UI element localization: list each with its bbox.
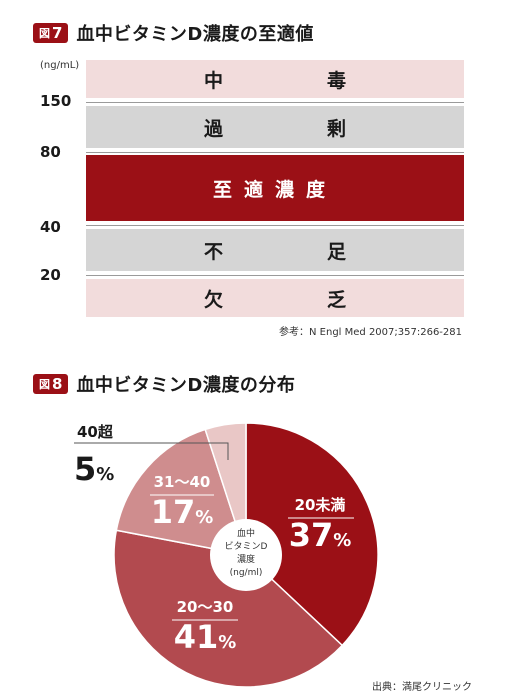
figure7-tick-label: 40 bbox=[40, 218, 61, 236]
pie-center-circle bbox=[210, 519, 282, 591]
pie-value-label: 5% bbox=[74, 450, 114, 488]
pie-center-text: (ng/ml) bbox=[230, 568, 263, 578]
figure7-band-label: 至適濃度 bbox=[212, 178, 337, 201]
figure7-badge: 図 7 bbox=[33, 23, 69, 43]
figure7-unit-label: (ng/mL) bbox=[40, 60, 80, 71]
figure8-badge: 図 8 bbox=[33, 374, 69, 394]
pie-category-label: 20未満 bbox=[295, 496, 346, 514]
figure7-band-3: 至適濃度 bbox=[86, 155, 464, 221]
figure8-badge-prefix: 図 bbox=[39, 378, 50, 391]
figure7-band-label-right: 毒 bbox=[326, 69, 346, 92]
figure7-badge-number: 7 bbox=[52, 24, 63, 42]
figure7-tick-line bbox=[86, 225, 464, 226]
pie-center-text: 血中 bbox=[237, 527, 255, 539]
pie-slice-2 bbox=[113, 529, 344, 688]
pie-category-label: 20〜30 bbox=[177, 598, 234, 616]
pie-category-label: 31〜40 bbox=[154, 473, 211, 491]
pie-callout-line bbox=[74, 442, 229, 460]
figure7-tick-label: 80 bbox=[40, 143, 61, 161]
figure7-source: 参考：N Engl Med 2007;357:266-281 bbox=[279, 327, 462, 338]
figure7-tick-line bbox=[86, 152, 464, 153]
pie-slice-3 bbox=[115, 428, 248, 556]
figure7-tick-line bbox=[86, 102, 464, 103]
figure7-header: 図 7 血中ビタミンD濃度の至適値 bbox=[33, 22, 314, 45]
pie-slice-1 bbox=[245, 422, 379, 647]
figure7-band-4: 不足 bbox=[86, 229, 464, 271]
figure8-header: 図 8 血中ビタミンD濃度の分布 bbox=[33, 373, 296, 396]
figure7-band-label-left: 欠 bbox=[204, 288, 224, 311]
figure7-band-label-left: 過 bbox=[204, 117, 224, 140]
figure7-band-1: 中毒 bbox=[86, 60, 464, 98]
figure7-band-label-right: 乏 bbox=[326, 288, 346, 311]
pie-center-text: ビタミンD bbox=[225, 541, 268, 552]
figure7-band-label-right: 剰 bbox=[326, 117, 346, 140]
figure7-band-label-left: 中 bbox=[204, 69, 224, 92]
figure7-tick-line bbox=[86, 275, 464, 276]
figure7-badge-prefix: 図 bbox=[39, 27, 50, 40]
figure7-band-label-right: 足 bbox=[326, 240, 346, 263]
figure8-source: 出典：満尾クリニック bbox=[372, 682, 472, 693]
pie-value-label: 37% bbox=[289, 516, 352, 554]
figure8-badge-number: 8 bbox=[52, 375, 63, 393]
figure7-tick-label: 20 bbox=[40, 266, 61, 284]
pie-center-text: 濃度 bbox=[237, 553, 255, 565]
figure7-band-5: 欠乏 bbox=[86, 279, 464, 317]
figure7-band-2: 過剰 bbox=[86, 106, 464, 148]
pie-value-label: 17% bbox=[151, 493, 214, 531]
figure7-title: 血中ビタミンD濃度の至適値 bbox=[76, 24, 314, 45]
figure7-band-label-left: 不 bbox=[204, 240, 224, 263]
figure7-tick-label: 150 bbox=[40, 92, 72, 110]
pie-category-label: 40超 bbox=[77, 423, 114, 441]
pie-value-label: 41% bbox=[174, 618, 237, 656]
figure8-title: 血中ビタミンD濃度の分布 bbox=[76, 375, 296, 396]
